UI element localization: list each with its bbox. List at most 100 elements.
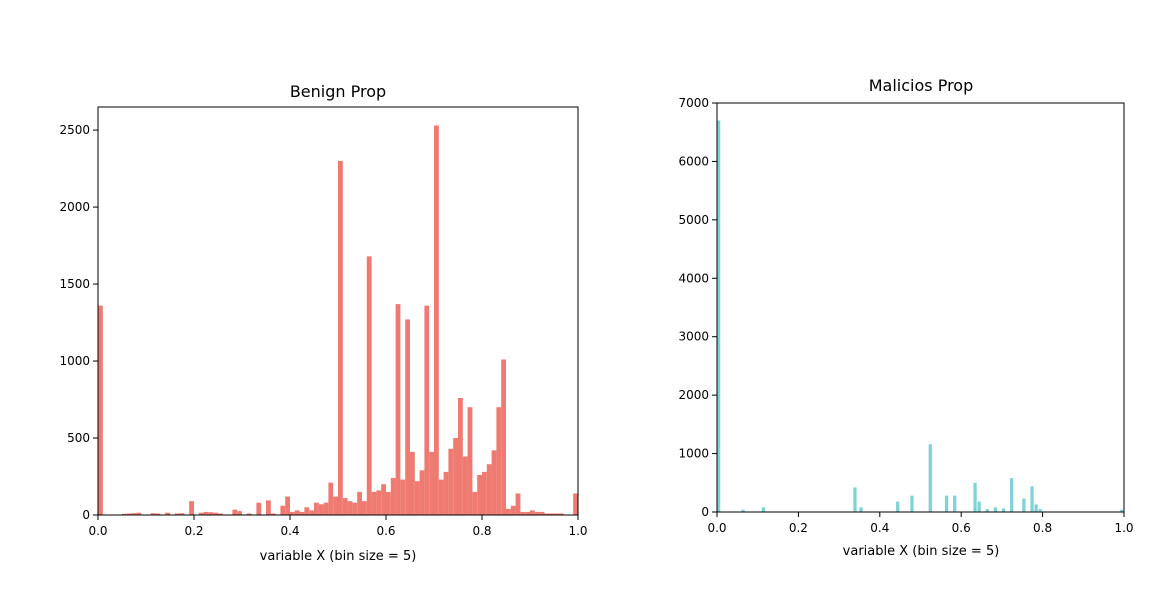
y-tick-label: 3000 <box>678 330 709 344</box>
histogram-bar <box>453 438 458 515</box>
x-tick-label: 0.6 <box>952 521 971 535</box>
histogram-bar <box>136 512 142 515</box>
histogram-bar <box>203 511 209 515</box>
histogram-bar <box>266 500 271 515</box>
histogram-bar <box>477 474 482 515</box>
y-tick-label: 1000 <box>59 354 90 368</box>
histogram-bar <box>179 513 185 515</box>
y-tick-label: 7000 <box>678 96 709 110</box>
histogram-bar <box>853 487 857 512</box>
histogram-bar <box>928 444 932 512</box>
histogram-bar <box>405 319 410 515</box>
histogram-bar <box>395 304 401 515</box>
histogram-bar <box>280 505 286 515</box>
histogram-bar <box>910 495 914 512</box>
x-tick-label: 0.2 <box>184 524 203 538</box>
x-tick-label: 0.8 <box>1033 521 1052 535</box>
malicios-prop-chart: Malicios Prop 0.0 0.2 0.4 0.6 0.8 1.0 0 1000 200… <box>678 76 1133 559</box>
x-tick-label: 0.4 <box>870 521 889 535</box>
x-tick-label: 0.8 <box>472 524 491 538</box>
bars <box>717 120 1124 512</box>
histogram-bar <box>381 484 386 515</box>
histogram-bar <box>438 479 444 515</box>
histogram-bar <box>549 513 554 515</box>
histogram-bar <box>458 397 463 515</box>
axes: 0.0 0.2 0.4 0.6 0.8 1.0 0 500 1000 1500 2000 2500 <box>59 106 588 538</box>
histogram-bar <box>309 510 314 515</box>
histogram-bar <box>896 501 900 512</box>
histogram-bar <box>150 513 156 515</box>
histogram-bar <box>246 513 252 515</box>
histogram-bar <box>174 513 180 515</box>
histogram-bar <box>953 495 957 512</box>
histogram-bar <box>506 508 511 515</box>
histogram-bar <box>165 512 170 515</box>
y-tick-label: 0 <box>82 508 90 522</box>
histogram-bar <box>232 509 238 515</box>
chart-title: Benign Prop <box>290 82 386 101</box>
y-tick-label: 2000 <box>678 388 709 402</box>
histogram-bar <box>198 512 204 515</box>
histogram-bar <box>352 502 358 515</box>
histogram-bar <box>299 511 305 515</box>
histogram-bar <box>208 512 214 515</box>
histogram-bar <box>741 509 745 512</box>
histogram-bar <box>467 407 473 515</box>
histogram-bar <box>486 464 492 515</box>
histogram-bar <box>189 501 194 515</box>
histogram-bar <box>342 498 348 515</box>
plot-frame <box>716 102 1125 513</box>
x-tick-label: 0.6 <box>376 524 395 538</box>
y-tick-label: 500 <box>67 431 90 445</box>
histogram-bar <box>419 470 425 515</box>
histogram-bar <box>1001 508 1006 512</box>
histogram-bar <box>318 504 324 515</box>
x-tick-label: 0.0 <box>88 524 107 538</box>
histogram-bar <box>386 491 391 515</box>
histogram-bar <box>554 513 559 515</box>
histogram-bar <box>328 482 334 515</box>
histogram-bar <box>510 505 516 515</box>
histogram-bar <box>539 511 545 515</box>
histogram-bar <box>1010 478 1014 512</box>
y-tick-label: 2000 <box>59 200 90 214</box>
histogram-bar <box>973 482 977 512</box>
histogram-bar <box>126 513 132 515</box>
y-tick-label: 0 <box>701 505 709 519</box>
histogram-bar <box>501 359 506 515</box>
histogram-bar <box>400 479 406 515</box>
chart-title: Malicios Prop <box>869 76 974 95</box>
y-tick-label: 4000 <box>678 271 709 285</box>
histogram-bar <box>977 501 981 512</box>
histogram-bar <box>338 160 343 515</box>
histogram-bar <box>482 471 487 515</box>
y-tick-label: 2500 <box>59 123 90 137</box>
histogram-bar <box>1022 498 1026 512</box>
histogram-bar <box>424 305 430 515</box>
histogram-bar <box>717 120 721 512</box>
histogram-bar <box>314 502 319 515</box>
histogram-bar <box>98 305 103 515</box>
histogram-bar <box>859 507 863 512</box>
y-tick-label: 6000 <box>678 154 709 168</box>
histogram-bar <box>515 493 521 515</box>
histogram-bar <box>333 496 338 515</box>
x-tick-label: 0.4 <box>280 524 299 538</box>
histogram-bar <box>1030 486 1034 512</box>
histogram-bar <box>366 256 372 515</box>
histogram-bar <box>448 448 454 515</box>
histogram-bar <box>534 511 540 515</box>
plot-frame <box>97 106 579 516</box>
bars <box>98 125 578 515</box>
histogram-bar <box>256 502 262 515</box>
histogram-bar <box>414 481 420 515</box>
histogram-bar <box>304 507 310 515</box>
axes: 0.0 0.2 0.4 0.6 0.8 1.0 0 1000 2000 3000 4000 5000 6… <box>678 96 1133 535</box>
y-tick-label: 5000 <box>678 213 709 227</box>
histogram-bar <box>294 510 300 515</box>
x-axis-label: variable X (bin size = 5) <box>843 544 1000 559</box>
histogram-bar <box>285 496 290 515</box>
histogram-bar <box>985 509 989 512</box>
histogram-bar <box>1119 509 1124 512</box>
x-tick-label: 1.0 <box>568 524 587 538</box>
